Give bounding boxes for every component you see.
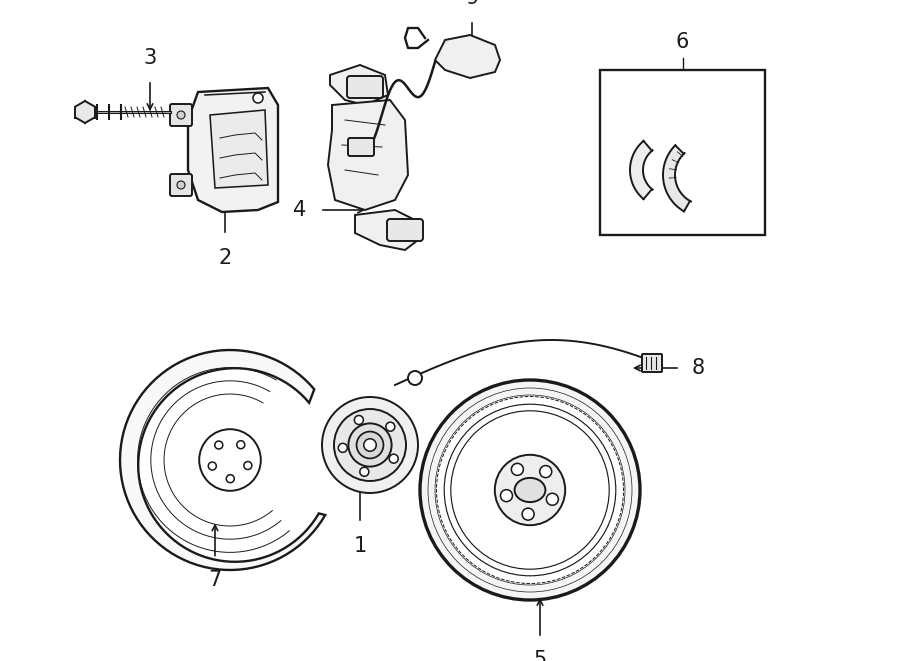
Circle shape (177, 181, 185, 189)
Polygon shape (188, 88, 278, 212)
Circle shape (226, 475, 234, 483)
Circle shape (408, 371, 422, 385)
Circle shape (356, 432, 383, 459)
Circle shape (237, 441, 245, 449)
Circle shape (348, 424, 392, 467)
Circle shape (215, 441, 223, 449)
Polygon shape (328, 100, 408, 210)
FancyBboxPatch shape (170, 104, 192, 126)
Polygon shape (435, 35, 500, 78)
Circle shape (420, 380, 640, 600)
Circle shape (389, 454, 398, 463)
Bar (600, 70, 765, 235)
Circle shape (208, 462, 216, 470)
Circle shape (540, 465, 552, 478)
FancyBboxPatch shape (642, 354, 662, 372)
FancyBboxPatch shape (387, 219, 423, 241)
Polygon shape (663, 145, 690, 212)
Circle shape (522, 508, 534, 520)
Polygon shape (330, 65, 388, 105)
Polygon shape (120, 350, 325, 570)
Text: 6: 6 (676, 32, 689, 52)
Text: 4: 4 (292, 200, 306, 220)
Circle shape (436, 397, 624, 584)
Circle shape (386, 422, 395, 431)
Circle shape (511, 463, 524, 475)
FancyBboxPatch shape (348, 138, 374, 156)
Text: 2: 2 (219, 248, 231, 268)
Text: 5: 5 (534, 650, 546, 661)
Circle shape (244, 461, 252, 469)
Polygon shape (355, 210, 418, 250)
Circle shape (199, 429, 261, 491)
Text: 7: 7 (209, 570, 221, 590)
Circle shape (364, 439, 376, 451)
Circle shape (546, 493, 558, 505)
Circle shape (355, 416, 364, 424)
Ellipse shape (515, 478, 545, 502)
Text: 8: 8 (692, 358, 705, 378)
Circle shape (253, 93, 263, 103)
Circle shape (495, 455, 565, 525)
Text: 3: 3 (143, 48, 157, 68)
Polygon shape (630, 141, 652, 199)
Circle shape (334, 409, 406, 481)
Circle shape (338, 444, 347, 452)
Circle shape (360, 467, 369, 477)
FancyBboxPatch shape (347, 76, 383, 98)
Circle shape (322, 397, 418, 493)
Circle shape (500, 490, 512, 502)
Text: 1: 1 (354, 536, 366, 556)
Text: 9: 9 (465, 0, 479, 8)
Polygon shape (210, 110, 268, 188)
Circle shape (177, 111, 185, 119)
Polygon shape (76, 101, 94, 123)
FancyBboxPatch shape (170, 174, 192, 196)
